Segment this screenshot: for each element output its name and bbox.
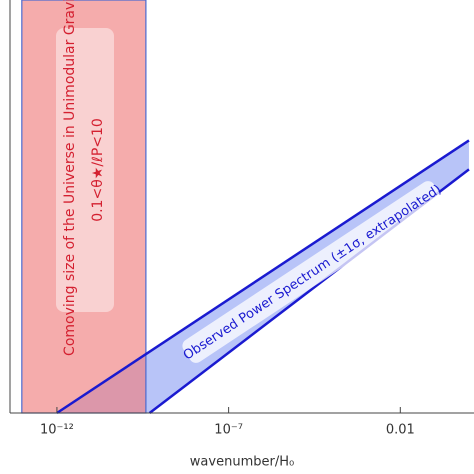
shaded-region [21, 0, 147, 414]
shade-label: 0.1<θ★/ℓP<10 [90, 118, 106, 222]
band-label: Observed Power Spectrum (±1σ, extrapolat… [181, 182, 445, 363]
band-annotation: Observed Power Spectrum (±1σ, extrapolat… [181, 181, 445, 364]
x-axis-label: wavenumber/H₀ [190, 455, 294, 470]
x-tick-label: 0.01 [386, 423, 415, 438]
x-tick-label: 10⁻⁷ [214, 423, 243, 438]
shade-label: Comoving size of the Universe in Unimodu… [62, 0, 78, 356]
bound-line [56, 139, 470, 415]
x-tick-label: 10⁻¹² [40, 423, 74, 438]
label-box [182, 181, 442, 363]
label-box [56, 28, 114, 312]
shade-annotation: Comoving size of the Universe in Unimodu… [56, 0, 114, 356]
